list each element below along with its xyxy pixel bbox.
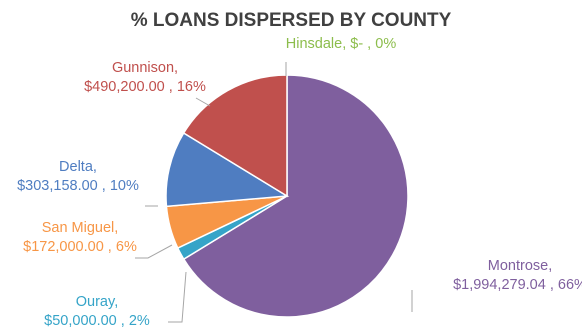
data-label-san-miguel: San Miguel, $172,000.00 , 6%	[23, 220, 137, 255]
label-sep-gunnison: ,	[174, 60, 178, 76]
leader-line-gunnison	[195, 97, 211, 107]
chart-title: % LOANS DISPERSED BY COUNTY	[131, 10, 452, 31]
label-amount-hinsdale: $-	[350, 36, 363, 52]
label-name-gunnison: Gunnison	[112, 60, 174, 76]
label-amount-montrose: $1,994,279.04	[453, 277, 546, 293]
data-label-gunnison: Gunnison, $490,200.00 , 16%	[84, 60, 206, 95]
data-label-delta: Delta, $303,158.00 , 10%	[17, 159, 139, 194]
label-sep2-gunnison: ,	[165, 79, 177, 95]
label-sep2-ouray: ,	[117, 313, 129, 329]
data-label-montrose: Montrose,$1,994,279.04 , 66%	[453, 258, 582, 293]
label-name-ouray: Ouray	[76, 294, 116, 310]
label-sep-san-miguel: ,	[114, 220, 118, 236]
label-name-delta: Delta	[59, 159, 94, 175]
leader-lines	[135, 62, 413, 323]
label-name-san-miguel: San Miguel	[42, 220, 115, 236]
label-name-montrose: Montrose	[488, 258, 548, 274]
label-sep-ouray: ,	[114, 294, 118, 310]
label-amount-ouray: $50,000.00	[44, 313, 117, 329]
label-sep-delta: ,	[93, 159, 97, 175]
label-percent-san-miguel: 6%	[116, 239, 137, 255]
data-labels: Montrose,$1,994,279.04 , 66%Ouray,$50,00…	[17, 36, 582, 329]
label-amount-gunnison: $490,200.00	[84, 79, 165, 95]
label-sep2-delta: ,	[98, 178, 110, 194]
label-percent-hinsdale: 0%	[375, 36, 396, 52]
label-sep2-montrose: ,	[546, 277, 558, 293]
pie-slice-montrose	[182, 74, 409, 318]
label-percent-ouray: 2%	[129, 313, 150, 329]
label-sep-hinsdale: ,	[342, 36, 350, 52]
leader-line-ouray	[168, 271, 187, 323]
label-percent-delta: 10%	[110, 178, 139, 194]
data-label-ouray: Ouray, $50,000.00 , 2%	[44, 294, 150, 329]
label-sep2-hinsdale: ,	[363, 36, 375, 52]
leader-line-san-miguel	[135, 244, 173, 259]
pie-slice-delta	[165, 131, 290, 208]
pie-slices	[165, 74, 409, 318]
label-amount-delta: $303,158.00	[17, 178, 98, 194]
data-label-hinsdale: Hinsdale, $- , 0%	[286, 36, 397, 52]
label-amount-san-miguel: $172,000.00	[23, 239, 104, 255]
label-name-hinsdale: Hinsdale	[286, 36, 342, 52]
label-sep2-san-miguel: ,	[104, 239, 116, 255]
label-percent-montrose: 66%	[558, 277, 582, 293]
label-percent-gunnison: 16%	[177, 79, 206, 95]
label-sep-montrose: ,	[548, 258, 552, 274]
